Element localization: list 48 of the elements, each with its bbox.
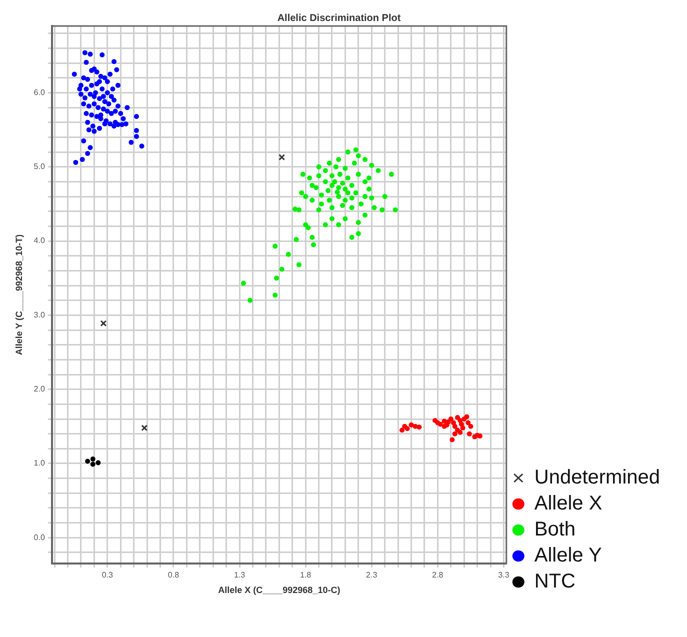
point xyxy=(466,431,472,436)
y-axis-title: Allele Y (C____992968_10-T) xyxy=(14,234,24,356)
point xyxy=(438,422,443,427)
point xyxy=(452,431,458,436)
y-tick-label: 1.0 xyxy=(34,458,46,468)
x-tick-label: 3.3 xyxy=(498,570,510,580)
x-tick-label: 1.3 xyxy=(234,570,246,580)
point xyxy=(448,416,454,422)
point xyxy=(416,424,422,430)
point xyxy=(412,424,418,429)
point xyxy=(468,424,474,429)
x-axis-title: Allele X (C____992968_10-C) xyxy=(218,585,340,596)
point xyxy=(452,424,458,429)
point xyxy=(458,422,464,427)
x-tick-label: 0.8 xyxy=(168,570,180,580)
y-tick-label: 3.0 xyxy=(34,310,46,320)
point xyxy=(100,320,107,327)
point xyxy=(466,420,471,426)
legend-label: Allele X xyxy=(534,492,602,515)
point xyxy=(85,458,90,464)
y-tick-label: 4.0 xyxy=(34,236,46,246)
point xyxy=(454,415,460,420)
x-tick-label: 0.3 xyxy=(102,570,114,580)
x-tick-label: 2.3 xyxy=(366,570,378,580)
y-tick-label: 2.0 xyxy=(34,384,46,394)
point xyxy=(458,430,463,435)
chart-title: Allelic Discrimination Plot xyxy=(277,12,402,24)
point xyxy=(90,456,96,462)
point xyxy=(442,424,447,429)
legend-label: NTC xyxy=(534,570,576,593)
y-tick-label: 0.0 xyxy=(34,532,46,542)
point xyxy=(460,425,466,430)
legend-label: Both xyxy=(534,518,576,541)
point xyxy=(450,437,455,442)
point xyxy=(404,426,410,432)
point xyxy=(278,154,286,160)
point xyxy=(96,460,101,466)
x-tick-label: 2.8 xyxy=(432,570,444,580)
y-tick-label: 6.0 xyxy=(34,88,46,97)
point xyxy=(464,414,470,420)
legend-label: Undetermined xyxy=(534,466,660,489)
point xyxy=(400,428,405,433)
legend-label: Allele Y xyxy=(534,544,602,567)
point xyxy=(90,462,96,467)
point xyxy=(408,422,414,428)
x-tick-label: 1.8 xyxy=(300,570,312,580)
point xyxy=(141,424,148,432)
y-tick-label: 5.0 xyxy=(34,162,46,172)
